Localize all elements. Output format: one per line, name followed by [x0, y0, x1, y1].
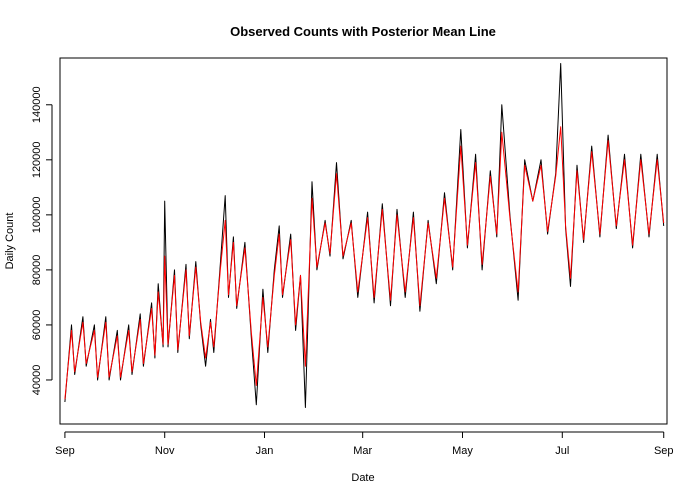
- y-tick-label: 140000: [31, 86, 43, 123]
- y-tick-label: 100000: [31, 196, 43, 233]
- y-tick-label: 120000: [31, 141, 43, 178]
- x-tick-label: Nov: [155, 445, 175, 457]
- x-tick-label: Sep: [654, 445, 674, 457]
- series-layer: [64, 63, 665, 408]
- x-tick-label: Mar: [353, 445, 372, 457]
- x-axis-label: Date: [351, 472, 374, 484]
- x-tick-label: Sep: [55, 445, 75, 457]
- series-line-1: [64, 63, 665, 408]
- x-axis: Sep Nov Jan Mar May Jul Sep: [55, 431, 674, 457]
- y-axis-label: Daily Count: [4, 213, 16, 270]
- y-tick-label: 80000: [31, 255, 43, 286]
- x-tick-label: May: [452, 445, 473, 457]
- plot-frame: [59, 57, 668, 425]
- x-tick-label: Jul: [555, 445, 569, 457]
- y-tick-label: 60000: [31, 310, 43, 341]
- chart-title: Observed Counts with Posterior Mean Line: [230, 24, 496, 39]
- series-line-2: [64, 126, 665, 400]
- y-axis: 40000 60000 80000 100000 120000 140000: [31, 86, 53, 396]
- x-tick-label: Jan: [256, 445, 274, 457]
- y-tick-label: 40000: [31, 365, 43, 396]
